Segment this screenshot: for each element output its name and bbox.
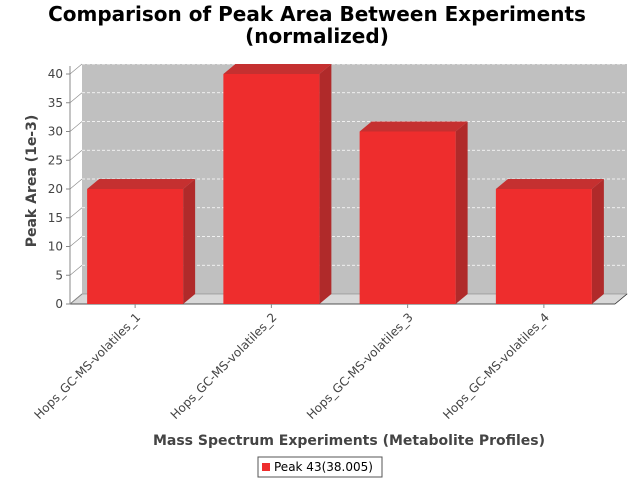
y-tick-label: 15 (48, 211, 63, 225)
bar (495, 189, 592, 304)
y-axis-label: Peak Area (1e-3) (24, 115, 40, 248)
x-tick-label: Hops_GC-MS-volatiles_3 (304, 310, 416, 422)
y-tick-depth (69, 121, 83, 132)
y-tick-depth (69, 207, 83, 218)
bar-side (319, 64, 332, 304)
y-tick-label: 10 (48, 240, 63, 254)
chart-title-line1: Comparison of Peak Area Between Experime… (48, 2, 586, 26)
x-tick-label: Hops_GC-MS-volatiles_2 (168, 310, 280, 422)
y-tick-depth (69, 150, 83, 161)
bar-side (591, 179, 604, 304)
legend: Peak 43(38.005) (257, 456, 383, 478)
y-tick-label: 30 (48, 125, 63, 139)
chart-title-line2: (normalized) (245, 24, 389, 48)
y-tick-depth (69, 92, 83, 103)
floor-edge (614, 293, 628, 305)
bar (359, 131, 456, 304)
y-tick-depth (69, 265, 83, 276)
bar-top (495, 179, 604, 189)
x-axis-label: Mass Spectrum Experiments (Metabolite Pr… (153, 433, 545, 449)
y-tick-depth (69, 63, 83, 75)
x-tick-label: Hops_GC-MS-volatiles_4 (440, 310, 552, 422)
x-tick-label: Hops_GC-MS-volatiles_1 (32, 310, 144, 422)
bar-top (223, 64, 332, 74)
y-tick-label: 40 (48, 67, 63, 81)
bar-side (455, 121, 468, 304)
legend-swatch (262, 463, 270, 471)
y-tick-label: 25 (48, 153, 63, 167)
y-tick-label: 20 (48, 182, 63, 196)
legend-box (257, 456, 383, 478)
bar (87, 189, 184, 304)
y-tick-depth (69, 293, 83, 305)
y-tick-depth (69, 236, 83, 247)
bar-top (359, 121, 468, 132)
bar-top (87, 179, 196, 189)
bar-side (183, 179, 196, 304)
y-tick-label: 35 (48, 96, 63, 110)
bar (223, 74, 320, 304)
y-tick-depth (69, 178, 83, 190)
legend-label: Peak 43(38.005) (274, 460, 373, 474)
y-tick-label: 5 (55, 268, 63, 282)
y-tick-label: 0 (55, 297, 63, 311)
